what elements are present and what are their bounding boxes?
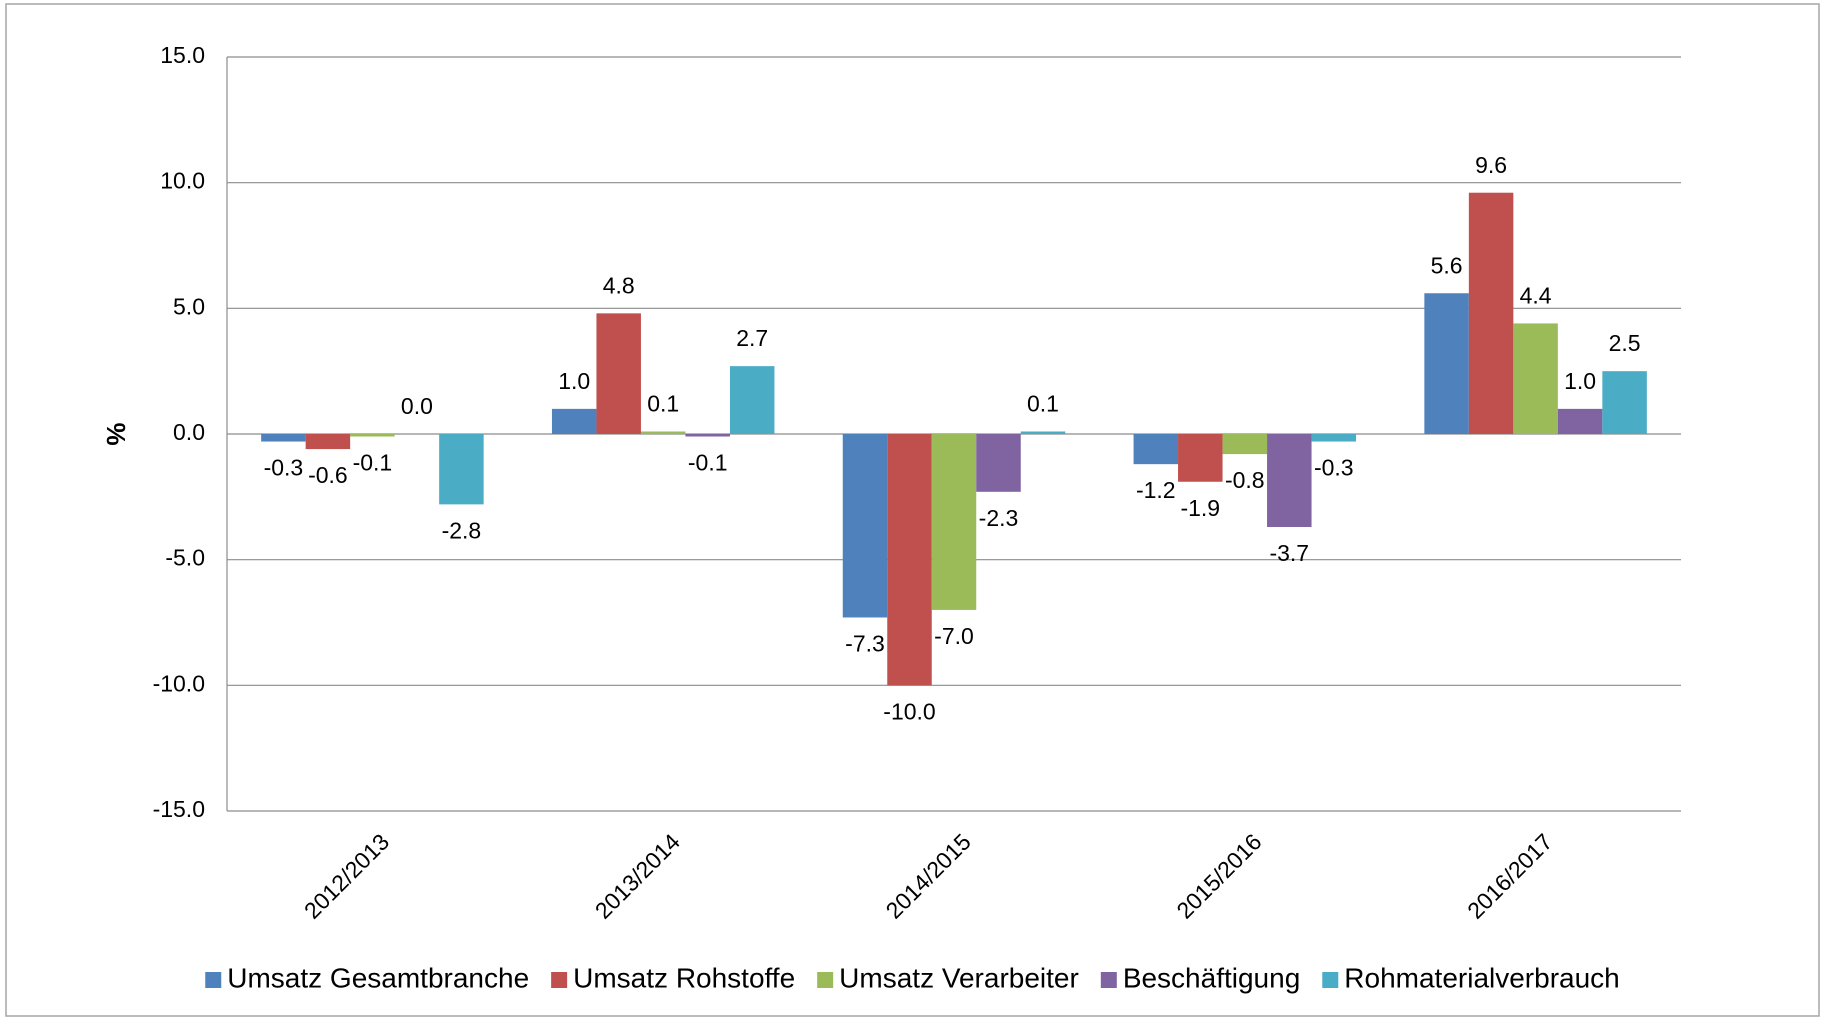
chart-border [5,3,1820,1017]
legend-label: Beschäftigung [1123,962,1300,993]
data-label: 2.5 [1609,330,1641,356]
data-label: -0.1 [688,450,728,476]
data-label: 1.0 [1564,368,1596,394]
y-tick-label: -15.0 [153,796,205,822]
data-label: -0.8 [1225,467,1265,493]
bar [931,434,977,610]
y-tick-label: 10.0 [160,168,205,194]
data-label: 4.4 [1520,282,1552,308]
data-label: 4.8 [603,272,635,298]
bar [261,434,306,442]
bar [1468,192,1514,434]
data-label: -10.0 [883,698,935,724]
bar [640,431,686,434]
data-label: -2.3 [979,505,1019,531]
bar [1602,371,1647,434]
data-label: -1.9 [1180,495,1220,521]
legend-swatch [205,972,222,988]
y-tick-label: 5.0 [173,293,205,319]
data-label: -3.7 [1269,540,1309,566]
bar [305,434,351,450]
data-label: -7.0 [934,623,974,649]
y-tick-label: 15.0 [160,42,205,68]
bar [685,434,730,437]
legend-swatch [1322,972,1339,988]
y-axis-label: % [101,422,131,445]
bar [1020,431,1066,434]
legend-swatch [1100,972,1117,988]
bar [1133,434,1179,465]
x-tick-label: 2015/2016 [1171,828,1266,923]
data-label: -2.8 [442,517,482,543]
legend-label: Umsatz Gesamtbranche [227,962,529,993]
data-label: 0.0 [401,393,433,419]
x-tick-label: 2014/2015 [881,828,976,923]
data-label: 5.6 [1431,252,1463,278]
bar [1311,434,1357,442]
data-label: -0.6 [308,462,348,488]
legend-swatch [551,972,568,988]
bar [1424,293,1469,434]
data-label: -0.1 [353,450,393,476]
bar [1222,434,1268,455]
data-label: -1.2 [1136,477,1176,503]
bar [439,434,484,505]
y-tick-label: -10.0 [153,670,205,696]
data-label: -0.3 [1314,455,1354,481]
x-tick-label: 2013/2014 [590,828,685,923]
data-label: 9.6 [1475,152,1507,178]
data-label: 0.1 [1027,391,1059,417]
legend-swatch [817,972,834,988]
bar [1267,434,1312,527]
y-tick-label: 0.0 [173,419,205,445]
legend-label: Umsatz Verarbeiter [839,962,1079,993]
legend-label: Umsatz Rohstoffe [573,962,795,993]
bar [887,434,932,686]
bar [976,434,1021,492]
data-label: 1.0 [558,368,590,394]
y-tick-label: -5.0 [165,545,205,571]
bar [1557,408,1603,434]
bar [551,408,597,434]
bar [1178,434,1223,482]
bar [842,434,888,618]
bar [729,366,775,434]
x-tick-label: 2012/2013 [299,828,394,923]
data-label: -7.3 [845,631,885,657]
data-label: 2.7 [736,325,768,351]
bar [1513,323,1558,434]
legend-label: Rohmaterialverbrauch [1344,962,1619,993]
data-label: 0.1 [647,391,679,417]
x-tick-label: 2016/2017 [1462,828,1557,923]
bar [596,313,641,434]
bar [350,434,395,437]
data-label: -0.3 [264,455,304,481]
